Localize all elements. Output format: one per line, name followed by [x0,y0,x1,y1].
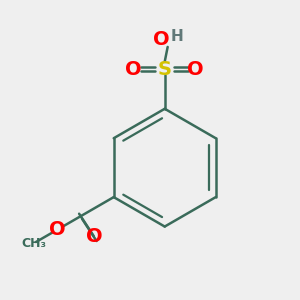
Text: O: O [85,227,102,246]
Text: O: O [49,220,66,239]
Text: O: O [187,59,204,79]
Text: CH₃: CH₃ [21,237,46,250]
Text: O: O [153,30,169,49]
Text: O: O [125,59,142,79]
Text: S: S [158,59,172,79]
Text: H: H [170,28,183,44]
